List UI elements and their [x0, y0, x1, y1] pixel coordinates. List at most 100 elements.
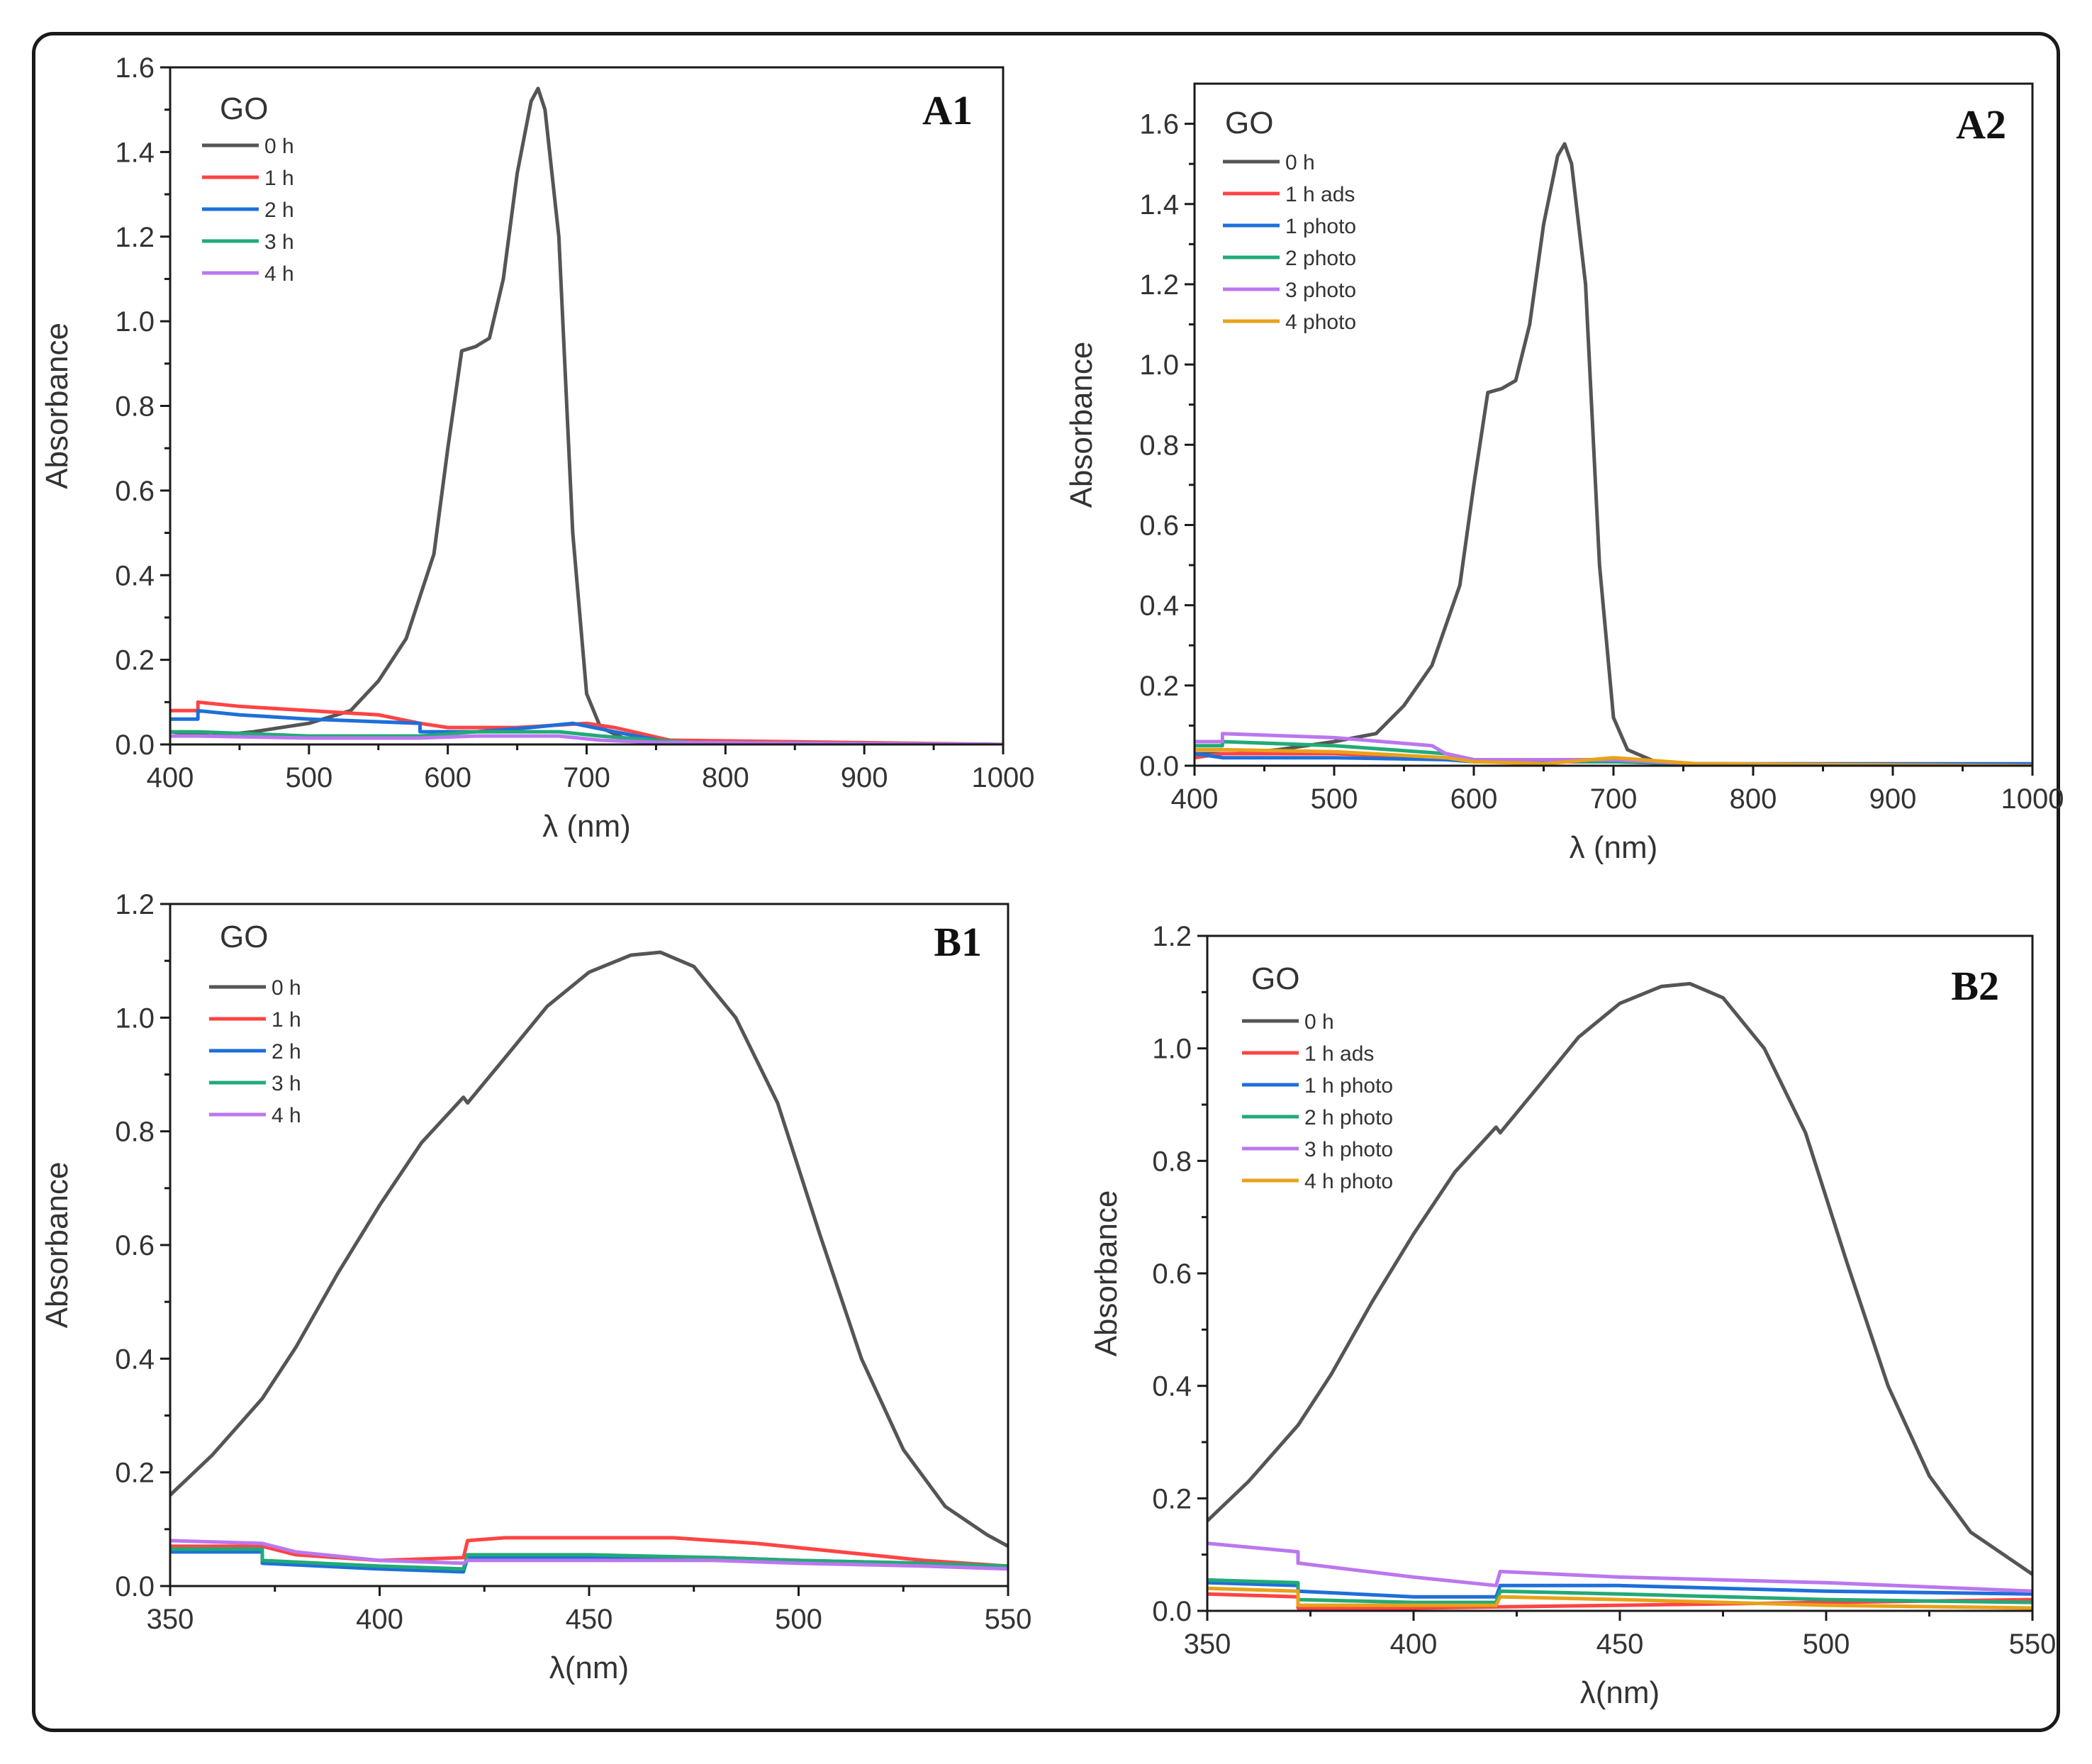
x-tick-label: 500	[285, 762, 332, 793]
series-line-4-photo	[1195, 747, 2032, 766]
legend-entry-label: 4 h	[264, 262, 294, 286]
y-tick-label: 0.4	[115, 1344, 155, 1375]
y-axis-title: Absorbance	[1089, 1190, 1124, 1357]
x-tick-label: 800	[1730, 783, 1777, 815]
panel-b2: 350 400 450 500 550 0.0 0.2 0.4 0.6 0.8 1.0 1.2 λ(nm…	[1089, 921, 2056, 1710]
legend-title: GO	[220, 91, 268, 126]
panel-b1: 350 400 450 500 550 0.0 0.2 0.4 0.6 0.8 1.0 1.2 λ(nm…	[40, 889, 1031, 1685]
y-tick-label: 0.0	[1152, 1596, 1192, 1627]
legend-entry-label: 1 h	[264, 167, 294, 190]
legend-entry-label: 4 h	[272, 1104, 301, 1127]
legend-entry-label: 1 h photo	[1304, 1074, 1393, 1098]
panel-label: A1	[922, 87, 973, 133]
y-tick-label: 0.4	[1152, 1371, 1192, 1402]
plot-area-frame	[1206, 934, 2034, 1612]
legend-title: GO	[220, 920, 268, 954]
x-axis-title: λ (nm)	[1570, 830, 1658, 865]
legend-entry-label: 1 h ads	[1285, 183, 1355, 206]
series-line-4-h	[170, 1539, 1008, 1571]
legend-entry-label: 4 photo	[1285, 311, 1356, 334]
figure-frame	[32, 32, 2060, 1732]
series-line-0-h	[1207, 981, 2032, 1576]
y-axis-title: Absorbance	[1064, 342, 1099, 508]
series-line-3-h	[170, 1547, 1008, 1571]
y-tick-label: 0.2	[1139, 671, 1179, 702]
x-tick-label: 900	[1869, 783, 1917, 815]
y-tick-label: 0.2	[115, 645, 155, 676]
x-tick-label: 500	[1803, 1629, 1850, 1660]
y-tick-label: 1.6	[115, 52, 155, 84]
y-tick-label: 0.8	[1139, 430, 1179, 461]
panel-a1: 400 500 600 700 800 900 1000 0.0 0.2 0.4 0.6 0.8 1.0…	[40, 52, 1034, 844]
series-line-0-h	[170, 86, 1003, 744]
series-line-0-h	[1195, 142, 2032, 766]
series-line-0-h	[170, 950, 1008, 1548]
y-tick-label: 1.0	[1139, 350, 1179, 381]
legend-entry-label: 2 h	[264, 199, 294, 222]
y-tick-label: 1.4	[1139, 189, 1179, 220]
y-tick-label: 1.2	[1152, 921, 1192, 952]
x-tick-label: 1000	[972, 762, 1035, 793]
y-tick-label: 1.2	[115, 222, 155, 253]
y-tick-label: 1.2	[1139, 269, 1179, 301]
y-tick-label: 0.8	[115, 1117, 155, 1148]
y-tick-label: 1.0	[1152, 1034, 1192, 1065]
y-tick-label: 1.6	[1139, 109, 1179, 140]
y-tick-label: 1.0	[115, 306, 155, 337]
y-tick-label: 0.6	[1152, 1258, 1192, 1290]
y-tick-label: 0.0	[115, 730, 155, 761]
y-tick-label: 0.6	[115, 476, 155, 507]
panel-label: A2	[1956, 101, 2006, 147]
x-tick-label: 350	[1184, 1629, 1231, 1660]
legend-entry-label: 3 photo	[1285, 279, 1356, 302]
series-line-4-h	[170, 734, 1003, 744]
y-axis-title: Absorbance	[40, 323, 74, 489]
y-tick-label: 1.0	[115, 1003, 155, 1034]
y-tick-label: 0.0	[1139, 751, 1179, 782]
y-tick-label: 1.4	[115, 137, 155, 168]
y-tick-label: 0.4	[1139, 591, 1179, 622]
legend-entry-label: 0 h	[264, 135, 294, 158]
legend-entry-label: 1 photo	[1285, 215, 1356, 238]
legend-title: GO	[1225, 106, 1273, 140]
legend-entry-label: 3 h	[272, 1072, 301, 1095]
y-tick-label: 0.4	[115, 560, 155, 591]
x-tick-label: 700	[563, 762, 610, 793]
x-tick-label: 550	[2009, 1629, 2057, 1660]
legend-entry-label: 2 h photo	[1304, 1106, 1393, 1129]
y-tick-label: 0.6	[115, 1230, 155, 1261]
legend-entry-label: 2 photo	[1285, 247, 1356, 270]
x-tick-label: 450	[1596, 1629, 1644, 1660]
legend-entry-label: 3 h photo	[1304, 1138, 1393, 1161]
x-tick-label: 350	[147, 1604, 194, 1635]
legend-entry-label: 4 h photo	[1304, 1170, 1393, 1193]
x-tick-label: 400	[1171, 783, 1219, 815]
x-tick-label: 600	[424, 762, 471, 793]
y-tick-label: 0.2	[1152, 1483, 1192, 1514]
legend-entry-label: 0 h	[1304, 1010, 1334, 1034]
x-tick-label: 550	[985, 1604, 1032, 1635]
x-tick-label: 500	[775, 1604, 822, 1635]
panel-label: B1	[934, 919, 982, 965]
legend-entry-label: 1 h	[272, 1008, 301, 1032]
legend-entry-label: 0 h	[272, 976, 301, 1000]
legend-title: GO	[1251, 961, 1299, 996]
y-tick-label: 0.2	[115, 1458, 155, 1489]
x-tick-label: 700	[1590, 783, 1638, 815]
x-axis-title: λ(nm)	[549, 1651, 629, 1685]
x-tick-label: 600	[1450, 783, 1498, 815]
x-tick-label: 500	[1311, 783, 1358, 815]
y-tick-label: 0.0	[115, 1571, 155, 1602]
x-tick-label: 900	[841, 762, 888, 793]
y-axis-title: Absorbance	[40, 1162, 74, 1329]
y-tick-label: 0.6	[1139, 510, 1179, 541]
x-tick-label: 400	[1390, 1629, 1438, 1660]
legend-entry-label: 3 h	[264, 230, 294, 254]
legend-entry-label: 1 h ads	[1304, 1042, 1374, 1066]
panel-a2: 400 500 600 700 800 900 1000 0.0 0.2 0.4 0.6 0.8 1.0…	[1064, 82, 2064, 865]
x-tick-label: 800	[702, 762, 749, 793]
series-line-4-h-photo	[1207, 1586, 2032, 1610]
legend-entry-label: 2 h	[272, 1040, 301, 1064]
x-tick-label: 400	[147, 762, 194, 793]
